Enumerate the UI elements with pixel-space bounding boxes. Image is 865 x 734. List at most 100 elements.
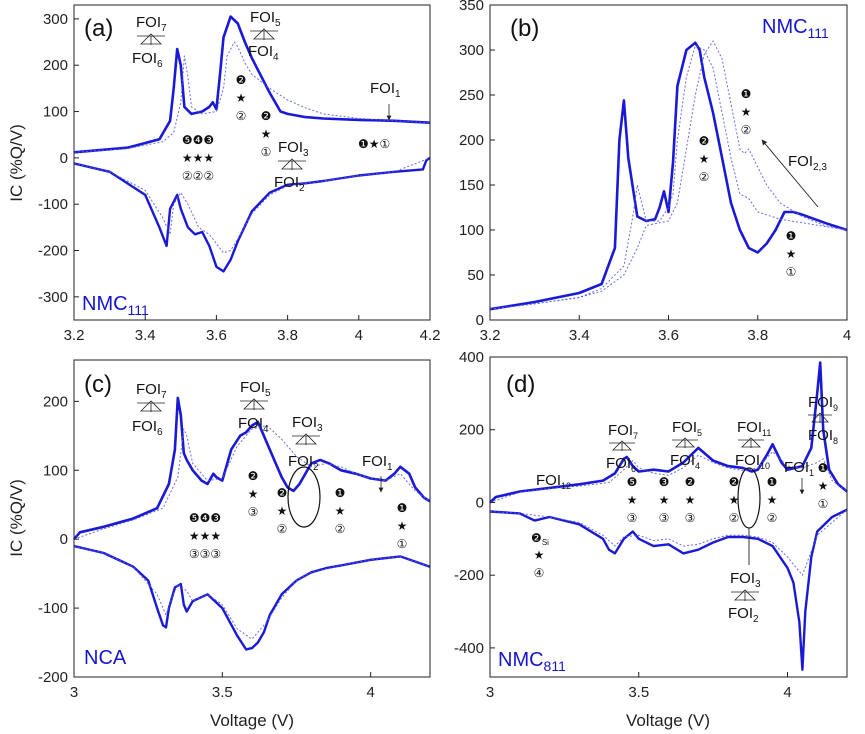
panel-d-foi-5-4: FOI5 FOI4 xyxy=(670,419,702,471)
svg-text:★: ★ xyxy=(397,519,408,533)
svg-text:②: ② xyxy=(767,511,778,525)
panel-c-star-peak4: ❷ ★ ③ xyxy=(248,469,259,519)
panel-c-ytick-label-0: -200 xyxy=(38,669,68,686)
svg-text:❶: ❶ xyxy=(786,229,797,243)
svg-text:②: ② xyxy=(335,522,346,536)
svg-text:④: ④ xyxy=(534,566,545,580)
svg-text:FOI10: FOI10 xyxy=(735,452,770,471)
svg-text:★: ★ xyxy=(818,479,829,493)
svg-text:①: ① xyxy=(818,497,829,511)
svg-text:★: ★ xyxy=(627,493,638,507)
panel-c-label: (c) xyxy=(84,371,112,398)
panel-a-xtick-label-2: 3.6 xyxy=(206,327,227,344)
panel-a: 3.2 3.4 3.6 3.8 4 4.2 -300 -200 -100 0 100 200 300 (… xyxy=(7,4,440,344)
panel-b-star-mid: ❷ ★ ② xyxy=(699,134,710,184)
panel-c-ytick-label-4: 200 xyxy=(43,393,68,410)
panel-d-foi-1: FOI1 xyxy=(784,459,814,495)
svg-text:②②②: ②②② xyxy=(182,169,214,183)
panel-a-foi-3-2: FOI3 FOI2 xyxy=(274,139,309,194)
panel-c-series-2 xyxy=(73,425,431,540)
svg-text:FOI2: FOI2 xyxy=(728,605,759,625)
svg-text:★: ★ xyxy=(685,493,696,507)
panel-b-xtick-label-1: 3.4 xyxy=(569,327,590,344)
panel-c-foi-3-2: FOI3 FOI2 xyxy=(288,414,323,473)
panel-d-star-1: ❶ ★ ① xyxy=(818,461,829,511)
svg-text:FOI3: FOI3 xyxy=(730,570,761,590)
panel-b-series-1 xyxy=(489,41,848,311)
panel-b-star-top: ❶ ★ ② xyxy=(741,87,752,137)
panel-c-star-group: ❺❹❸ ★★★ ③③③ xyxy=(189,511,221,561)
panel-a-material: NMC111 xyxy=(82,293,149,318)
panel-b-foi-23: FOI2,3 xyxy=(761,139,827,208)
panel-a-star-peak4: ❷ ★ ② xyxy=(236,73,247,123)
panel-a-foi-7-6: FOI7 FOI6 xyxy=(132,14,167,70)
panel-b-xtick-label-4: 4 xyxy=(843,327,851,344)
panel-d-star-3: ❸ ★ ③ xyxy=(659,475,670,525)
panel-d-xtick-label-2: 4 xyxy=(783,684,791,701)
svg-text:❷: ❷ xyxy=(261,109,272,123)
svg-text:★: ★ xyxy=(261,127,272,141)
panel-c-xtick-label-0: 3 xyxy=(70,684,78,701)
panel-a-ytick-label-0: -300 xyxy=(38,289,68,306)
svg-text:①: ① xyxy=(786,265,797,279)
panel-a-star-group: ❺❹❸ ★★★ ②②② xyxy=(182,133,214,183)
svg-text:FOI5: FOI5 xyxy=(672,419,702,438)
panel-b-xtick-label-3: 3.8 xyxy=(747,327,768,344)
svg-text:★: ★ xyxy=(335,504,346,518)
svg-text:①: ① xyxy=(261,145,272,159)
panel-d-foi-7-6: FOI7 FOI6 xyxy=(606,422,638,474)
svg-text:FOI4: FOI4 xyxy=(238,415,269,435)
panel-b-xtick-label-0: 3.2 xyxy=(480,327,501,344)
panel-b-ytick-label-2: 100 xyxy=(459,222,484,239)
panel-c-ytick-label-1: -100 xyxy=(38,600,68,617)
panel-b-ytick-label-4: 200 xyxy=(459,132,484,149)
panel-a-ylabel: IC (%Q/V) xyxy=(7,124,26,201)
svg-text:FOI1: FOI1 xyxy=(362,453,393,473)
panel-d-ytick-label-4: 400 xyxy=(459,349,484,366)
svg-text:❶: ❶ xyxy=(335,486,346,500)
svg-text:FOI2: FOI2 xyxy=(274,174,305,194)
svg-text:★: ★ xyxy=(786,247,797,261)
panel-a-ytick-label-2: -100 xyxy=(38,196,68,213)
svg-text:★: ★ xyxy=(248,487,259,501)
panel-b-ytick-label-6: 300 xyxy=(459,42,484,59)
svg-text:FOI2,3: FOI2,3 xyxy=(788,153,827,173)
svg-text:❷: ❷ xyxy=(277,486,288,500)
panel-a-xtick-label-4: 4 xyxy=(355,327,363,344)
svg-text:FOI5: FOI5 xyxy=(250,9,281,29)
panel-d-star-2b: ❷ ★ ② xyxy=(729,475,740,525)
svg-text:❷: ❷ xyxy=(699,134,710,148)
panel-d-label: (d) xyxy=(506,371,535,398)
svg-text:FOI7: FOI7 xyxy=(136,381,167,401)
panel-a-star-peak1: ❶★① xyxy=(358,137,390,151)
panel-b-ytick-label-7: 350 xyxy=(459,0,484,14)
panel-c-xtick-label-2: 4 xyxy=(366,684,374,701)
svg-text:★: ★ xyxy=(699,152,710,166)
panel-a-xtick-label-3: 3.8 xyxy=(277,327,298,344)
panel-c-xtick-label-1: 3.5 xyxy=(212,684,233,701)
panel-d-foi-3-2: FOI3 FOI2 xyxy=(728,570,761,625)
panel-d-ellipse xyxy=(737,467,761,529)
panel-c-ytick-label-2: 0 xyxy=(60,531,68,548)
svg-text:❷Si: ❷Si xyxy=(531,531,549,547)
panel-d-ytick-label-2: 0 xyxy=(476,494,484,511)
panel-d-curves xyxy=(489,361,848,671)
panel-a-curves xyxy=(73,15,431,273)
svg-text:②: ② xyxy=(729,511,740,525)
panel-d-ytick-label-0: -400 xyxy=(454,640,484,657)
svg-text:★: ★ xyxy=(659,493,670,507)
panel-c-ylabel: IC (%Q/V) xyxy=(7,479,26,556)
svg-text:❷: ❷ xyxy=(236,73,247,87)
panel-d-ytick-label-3: 200 xyxy=(459,422,484,439)
panel-c-curves xyxy=(73,396,431,651)
panel-a-foi-5-4: FOI5 FOI4 xyxy=(248,9,281,63)
svg-text:③: ③ xyxy=(627,511,638,525)
panel-a-xtick-label-0: 3.2 xyxy=(64,327,85,344)
panel-a-star-peak3: ❷ ★ ① xyxy=(261,109,272,159)
svg-text:②: ② xyxy=(741,123,752,137)
panel-c-foi-5-4: FOI5 FOI4 xyxy=(238,379,271,435)
panel-b-ytick-label-3: 150 xyxy=(459,177,484,194)
panel-b-material: NMC111 xyxy=(762,16,829,41)
panel-c-ticks: 3 3.5 4 -200 -100 0 100 200 xyxy=(38,393,375,701)
